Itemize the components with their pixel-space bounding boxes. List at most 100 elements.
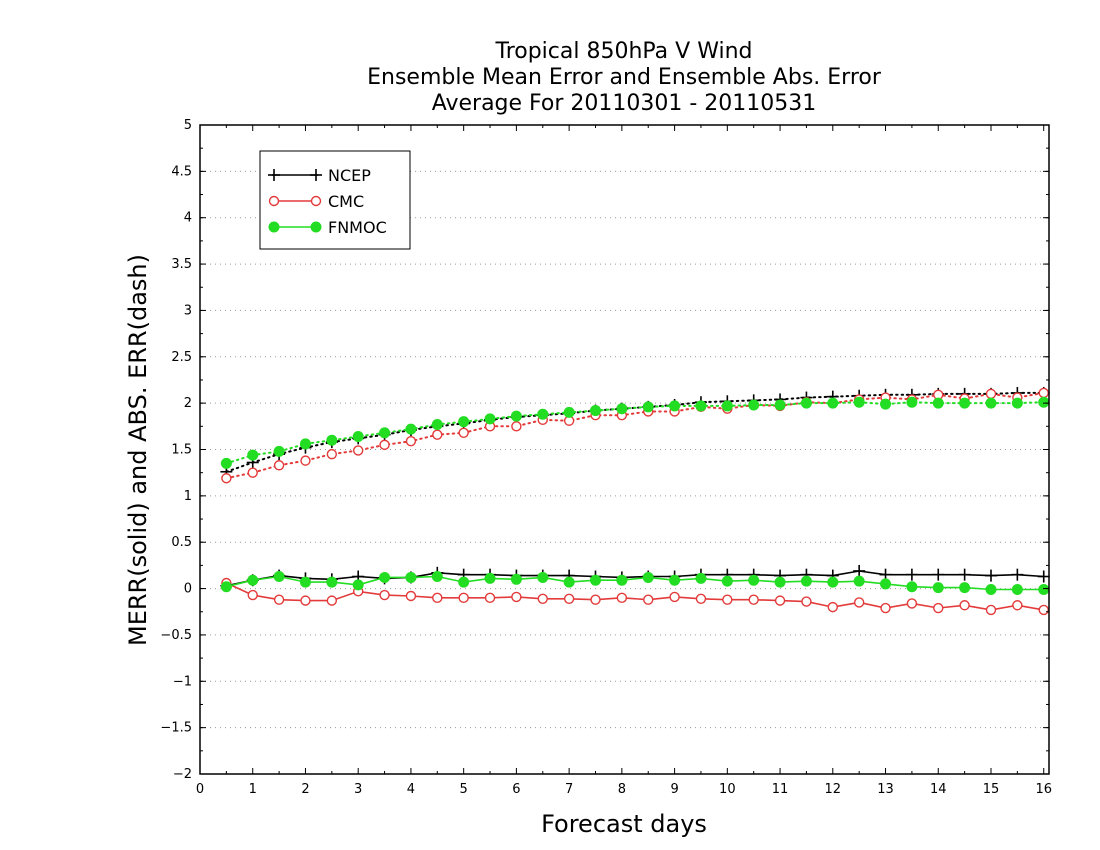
x-tick-label: 7 [565, 782, 573, 797]
fnmoc-abs_err-point [326, 434, 338, 446]
ncep-abs_err-line [225, 391, 1045, 473]
fnmoc-abs_err-point [405, 423, 417, 435]
cmc-abs_err-point [432, 429, 443, 440]
cmc-abs_err-series [221, 387, 1049, 484]
fnmoc-abs_err-point [827, 397, 839, 409]
fnmoc-abs_err-point [247, 449, 259, 461]
ncep-merr-point [984, 569, 997, 582]
ncep-merr-point [1011, 568, 1024, 581]
fnmoc-abs_err-point [379, 427, 391, 439]
cmc-merr-point [273, 594, 285, 605]
fnmoc-abs_err-point [642, 401, 654, 413]
fnmoc-abs_err-point [431, 418, 443, 430]
x-tick-label: 10 [719, 782, 736, 797]
fnmoc-abs_err-point [563, 406, 575, 418]
title-line-1: Tropical 850hPa V Wind [494, 39, 752, 64]
legend-item-ncep: NCEP [268, 166, 371, 185]
x-tick-label: 2 [301, 782, 309, 797]
cmc-merr-point [616, 592, 628, 604]
ncep-merr-point [853, 564, 866, 577]
cmc-merr-point [748, 594, 759, 605]
fnmoc-abs_err-point [484, 413, 496, 425]
y-tick-label: 3 [184, 303, 192, 318]
cmc-abs_err-point [405, 435, 417, 447]
cmc-merr-point [537, 593, 548, 604]
x-tick-label: 5 [460, 782, 468, 797]
fnmoc-merr-point [959, 582, 971, 594]
fnmoc-merr-line [226, 575, 1044, 591]
fnmoc-merr-point [510, 573, 522, 585]
cmc-merr-series [221, 577, 1049, 616]
fnmoc-merr-point [273, 571, 285, 583]
y-tick-label: 2 [184, 396, 192, 411]
y-axis: −2 −1.5 −1 −0.5 0 0.5 1 1.5 2 2.5 3 3.5 4 4.5 5 [160, 118, 1049, 782]
cmc-merr-point [458, 592, 469, 604]
fnmoc-merr-point [326, 576, 338, 588]
fnmoc-merr-point [431, 571, 443, 583]
x-tick-label: 3 [354, 782, 362, 797]
fnmoc-abs_err-line [225, 401, 1045, 465]
ncep-abs_err-series [220, 386, 1050, 478]
x-tick-label: 4 [407, 782, 415, 797]
cmc-merr-point [695, 593, 707, 604]
fnmoc-merr-point [695, 572, 707, 584]
fnmoc-merr-point [220, 581, 232, 593]
cmc-merr-point [880, 602, 891, 614]
x-tick-label: 14 [930, 782, 947, 797]
cmc-merr-point [827, 601, 838, 613]
fnmoc-merr-point [563, 576, 575, 588]
legend-marker [268, 195, 280, 207]
cmc-abs_err-point [1038, 387, 1049, 399]
y-tick-label: 0 [184, 582, 192, 597]
fnmoc-merr-point [880, 578, 892, 590]
fnmoc-abs_err-series [220, 396, 1050, 469]
y-tick-label: −1.5 [160, 721, 192, 736]
series [220, 386, 1050, 616]
fnmoc-merr-point [748, 574, 760, 586]
title-line-2: Ensemble Mean Error and Ensemble Abs. Er… [367, 65, 882, 90]
fnmoc-merr-point [537, 571, 549, 583]
cmc-merr-point [563, 593, 575, 604]
x-tick-label: 9 [670, 782, 678, 797]
legend-box [259, 150, 411, 250]
fnmoc-merr-point [405, 571, 417, 583]
legend-marker [268, 169, 280, 181]
cmc-merr-point [853, 597, 865, 608]
fnmoc-abs_err-point [220, 457, 232, 469]
fnmoc-abs_err-point [959, 397, 971, 409]
cmc-abs_err-point [247, 467, 258, 478]
y-tick-label: 0.5 [171, 535, 192, 550]
fnmoc-abs_err-point [589, 405, 601, 417]
fnmoc-merr-point [589, 574, 601, 586]
x-axis-label: Forecast days [541, 810, 707, 838]
cmc-abs_err-line [225, 391, 1045, 480]
fnmoc-abs_err-point [1011, 397, 1023, 409]
cmc-merr-point [1038, 604, 1049, 616]
chart-title: Tropical 850hPa V Wind Ensemble Mean Err… [367, 39, 882, 116]
cmc-merr-point [722, 594, 733, 605]
grid [200, 170, 1049, 729]
legend-item-cmc: CMC [268, 192, 364, 211]
cmc-merr-point [300, 595, 311, 606]
fnmoc-merr-point [906, 581, 918, 593]
fnmoc-merr-point [352, 579, 364, 591]
fnmoc-abs_err-point [510, 410, 522, 422]
fnmoc-abs_err-point [985, 397, 997, 409]
cmc-merr-point [484, 592, 496, 604]
fnmoc-abs_err-point [774, 399, 786, 411]
y-tick-label: 3.5 [171, 257, 192, 272]
y-tick-label: 1.5 [171, 443, 192, 458]
x-tick-label: 8 [618, 782, 626, 797]
y-tick-label: −1 [173, 674, 192, 689]
fnmoc-merr-point [616, 574, 628, 586]
fnmoc-merr-point [669, 574, 681, 586]
fnmoc-abs_err-point [458, 416, 470, 428]
fnmoc-merr-point [247, 574, 259, 586]
cmc-abs_err-point [326, 448, 338, 460]
y-tick-label: 1 [184, 489, 192, 504]
cmc-merr-point [959, 600, 970, 611]
x-tick-label: 16 [1035, 782, 1052, 797]
cmc-merr-point [774, 595, 786, 606]
fnmoc-abs_err-point [352, 431, 364, 443]
ncep-merr-point [1037, 570, 1050, 583]
